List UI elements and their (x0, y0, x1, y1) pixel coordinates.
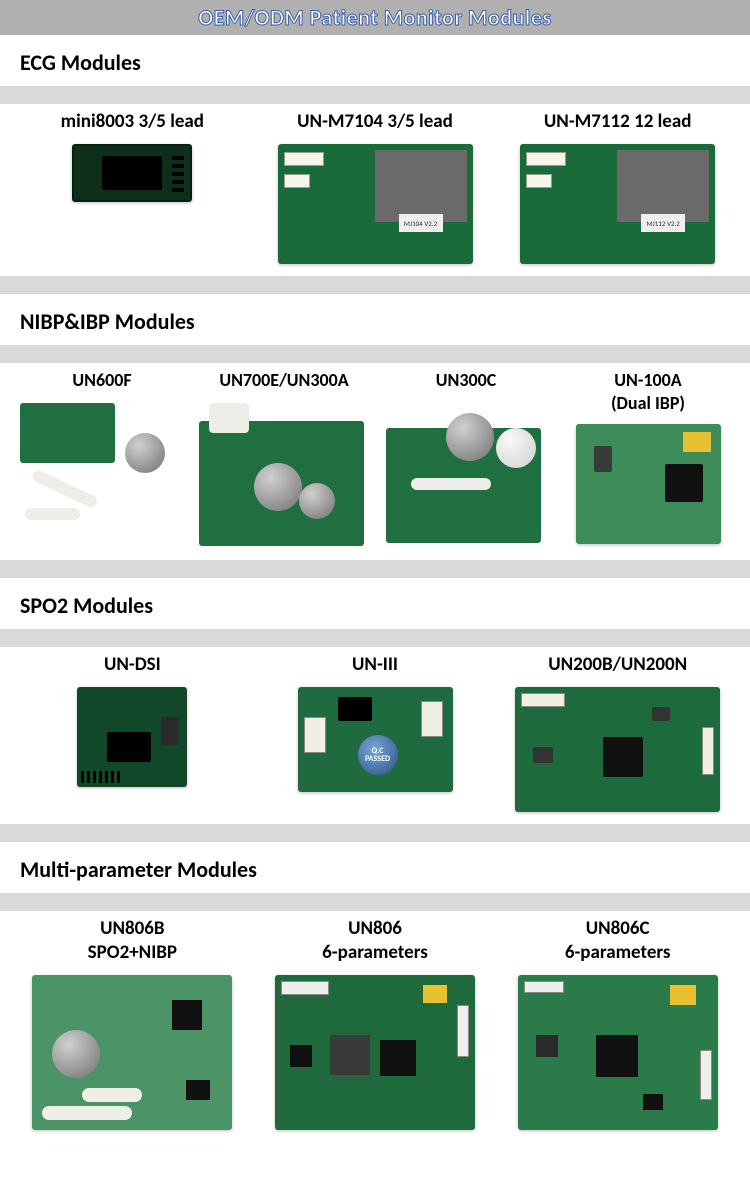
product-label: UN-M7104 3/5 lead (297, 110, 453, 134)
pcb-un300c (386, 403, 546, 548)
product-label: UN-DSI (104, 653, 161, 677)
product-label: UN-III (352, 653, 398, 677)
page-title: OEM/ODM Patient Monitor Modules (198, 4, 551, 31)
pcb-un700e (199, 403, 369, 548)
spo2-row: UN-DSI UN-III Q.C PASSED UN200B/UN200N (0, 647, 750, 824)
qc-badge: Q.C PASSED (358, 735, 398, 775)
pcb-silkscreen: MJ112 V2.2 (641, 214, 685, 232)
product-cell: UN806 6-parameters (257, 917, 494, 1130)
ecg-row: mini8003 3/5 lead UN-M7104 3/5 lead MJ10… (0, 104, 750, 276)
section-title-spo2: SPO2 Modules (0, 578, 750, 629)
product-label: UN700E/UN300A (219, 369, 348, 393)
page-title-bar: OEM/ODM Patient Monitor Modules (0, 0, 750, 35)
nibp-row: UN600F UN700E/UN300A UN300C UN-100A (Dua… (0, 363, 750, 560)
divider (0, 560, 750, 578)
divider (0, 86, 750, 104)
pcb-un806 (275, 975, 475, 1130)
pcb-un200b (515, 687, 720, 812)
product-label: UN806C 6-parameters (565, 917, 671, 965)
divider (0, 629, 750, 647)
pcb-uniii: Q.C PASSED (298, 687, 453, 792)
multi-row: UN806B SPO2+NIBP UN806 6-parameters UN80… (0, 911, 750, 1142)
product-cell: UN-100A (Dual IBP) (560, 369, 736, 548)
product-cell: UN200B/UN200N (499, 653, 736, 812)
product-label: UN806 6-parameters (322, 917, 428, 965)
product-cell: UN600F (14, 369, 190, 548)
product-cell: mini8003 3/5 lead (14, 110, 251, 264)
pcb-unm7112: MJ112 V2.2 (520, 144, 715, 264)
product-label: UN300C (436, 369, 497, 393)
product-cell: UN806C 6-parameters (499, 917, 736, 1130)
product-cell: UN-M7112 12 lead MJ112 V2.2 (499, 110, 736, 264)
pcb-undsi (77, 687, 187, 787)
section-title-nibp: NIBP&IBP Modules (0, 294, 750, 345)
product-cell: UN300C (378, 369, 554, 548)
product-cell: UN700E/UN300A (196, 369, 372, 548)
pcb-silkscreen: MJ104 V2.2 (399, 214, 443, 232)
product-cell: UN-III Q.C PASSED (257, 653, 494, 812)
product-label: UN-M7112 12 lead (544, 110, 692, 134)
pcb-un100a (576, 424, 721, 544)
product-label: mini8003 3/5 lead (61, 110, 204, 134)
section-title-ecg: ECG Modules (0, 35, 750, 86)
product-cell: UN806B SPO2+NIBP (14, 917, 251, 1130)
pcb-mini8003 (72, 144, 192, 202)
product-label: UN200B/UN200N (548, 653, 687, 677)
divider (0, 276, 750, 294)
divider (0, 824, 750, 842)
pcb-un806b (32, 975, 232, 1130)
divider (0, 345, 750, 363)
product-label: UN600F (72, 369, 131, 393)
product-label: UN806B SPO2+NIBP (88, 917, 177, 965)
divider (0, 893, 750, 911)
pcb-un806c (518, 975, 718, 1130)
pcb-unm7104: MJ104 V2.2 (278, 144, 473, 264)
product-label: UN-100A (Dual IBP) (611, 369, 685, 414)
section-title-multi: Multi-parameter Modules (0, 842, 750, 893)
product-cell: UN-DSI (14, 653, 251, 812)
product-cell: UN-M7104 3/5 lead MJ104 V2.2 (257, 110, 494, 264)
pcb-un600f (20, 403, 185, 548)
